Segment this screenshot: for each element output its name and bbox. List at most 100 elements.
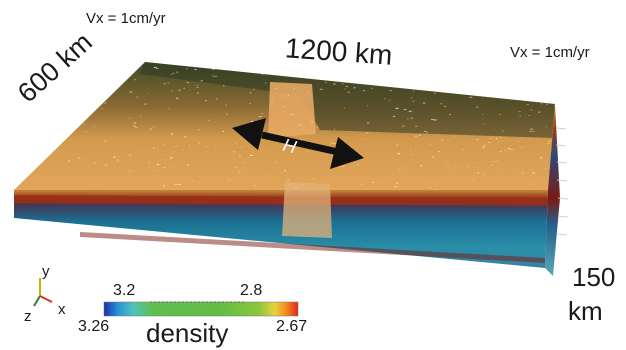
particle-speck [388,99,391,101]
particle-speck [526,104,530,106]
particle-speck [415,135,418,137]
particle-speck [378,183,381,184]
particle-speck [233,151,236,153]
particle-speck [163,185,165,187]
particle-speck [174,184,178,186]
particle-speck [176,71,179,73]
particle-speck [428,186,432,188]
particle-speck [329,142,333,144]
particle-speck [547,143,551,144]
particle-speck [287,94,290,96]
particle-speck [389,90,392,92]
velocity-left-label: Vx = 1cm/yr [86,10,166,27]
depth-unit-label: km [568,296,603,326]
particle-speck [239,155,241,157]
particle-speck [384,98,386,99]
particle-speck [477,172,479,174]
particle-speck [274,161,277,163]
particle-speck [473,167,476,168]
particle-speck [353,87,356,89]
particle-speck [500,151,502,152]
particle-speck [104,102,107,104]
particle-speck [249,102,252,104]
particle-speck [186,68,188,70]
axis-z-label: z [24,308,32,325]
particle-speck [239,171,241,173]
particle-speck [154,169,156,171]
colorbar-lower-right: 2.67 [276,318,308,335]
particle-speck [312,178,315,180]
particle-speck [510,149,514,151]
particle-speck [528,114,531,116]
particle-speck [155,68,159,70]
particle-speck [362,138,364,139]
particle-speck [476,139,479,140]
particle-speck [441,139,444,141]
particle-speck [104,164,108,166]
particle-speck [519,115,521,117]
particle-speck [172,151,175,153]
particle-speck [333,83,336,85]
particle-speck [228,179,231,181]
particle-speck [144,103,147,105]
particle-speck [333,128,336,130]
particle-speck [94,186,97,188]
particle-speck [532,172,535,174]
particle-speck [93,162,96,164]
particle-speck [140,116,142,118]
particle-speck [286,188,288,190]
particle-speck [521,146,524,148]
particle-speck [253,88,255,90]
particle-speck [269,148,271,150]
particle-speck [496,160,499,162]
particle-speck [532,130,535,132]
particle-speck [483,173,486,175]
particle-speck [540,103,543,105]
particle-speck [134,79,136,81]
particle-speck [396,182,399,184]
particle-speck [444,106,446,107]
particle-speck [449,167,453,169]
particle-speck [497,141,499,143]
depth-value-label: 150 [572,262,616,292]
particle-speck [171,90,174,92]
particle-speck [129,154,132,156]
particle-speck [343,88,346,90]
particle-speck [403,109,407,110]
particle-speck [471,179,474,181]
particle-speck [292,113,295,115]
particle-speck [453,135,456,137]
particle-speck [395,107,399,109]
particle-speck [136,96,139,98]
particle-speck [411,97,413,99]
particle-speck [196,87,199,88]
particle-speck [491,164,493,166]
particle-speck [156,163,160,165]
particle-speck [432,156,434,158]
particle-speck [222,131,225,132]
velocity-right-label: Vx = 1cm/yr [510,44,590,61]
particle-speck [471,143,473,145]
particle-speck [357,164,360,166]
particle-speck [174,146,178,147]
colorbar-title: density [146,318,229,348]
particle-speck [482,146,485,148]
particle-speck [235,166,238,168]
particle-speck [398,168,400,170]
particle-speck [499,114,501,115]
particle-speck [492,160,496,162]
particle-speck [275,88,278,90]
particle-speck [418,134,421,136]
particle-speck [162,144,165,146]
particle-speck [215,145,217,147]
particle-speck [269,175,271,177]
particle-speck [211,75,215,77]
particle-speck [408,110,412,112]
particle-speck [207,119,210,121]
particle-speck [543,168,547,169]
axis-y-label: y [42,263,50,280]
particle-speck [204,145,207,147]
particle-speck [84,131,88,133]
particle-speck [261,73,264,75]
particle-speck [521,172,524,174]
